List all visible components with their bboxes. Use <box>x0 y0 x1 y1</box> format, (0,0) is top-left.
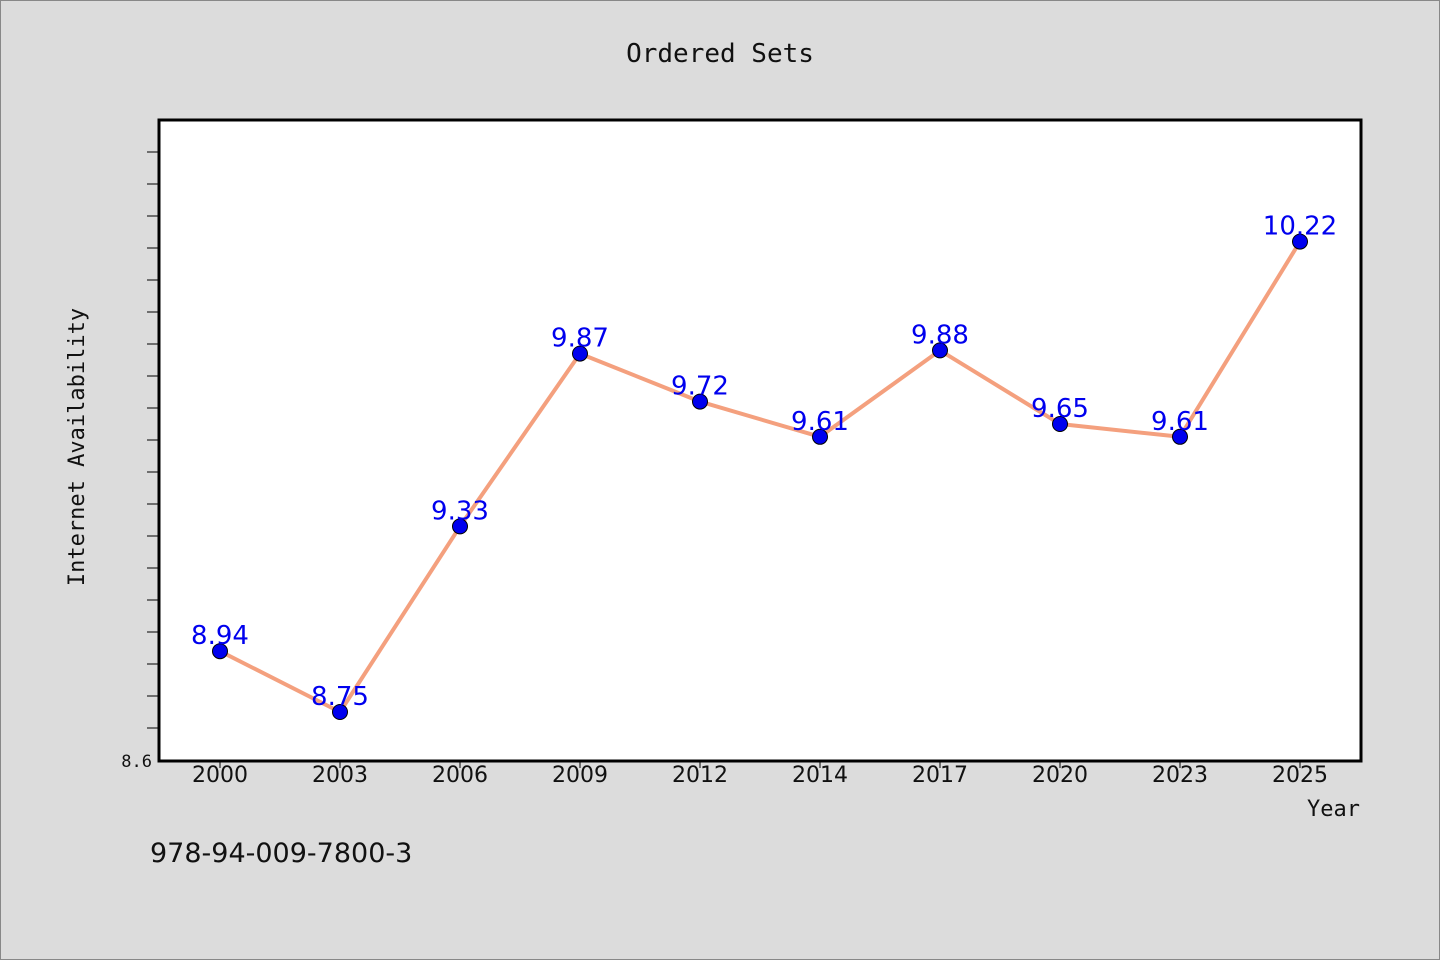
x-axis-ticks: 2000 2003 2006 2009 2012 2014 2017 2020 2023 2025 <box>192 761 1328 788</box>
plot-area <box>157 118 1363 763</box>
x-tick-label: 2012 <box>672 763 728 788</box>
x-tick-label: 2014 <box>792 763 848 788</box>
data-point-marker <box>1172 428 1188 445</box>
data-label: 9.61 <box>1151 407 1209 437</box>
data-point-marker <box>932 342 948 359</box>
x-axis-label: Year <box>1307 797 1360 822</box>
y-axis-ticks <box>147 151 159 729</box>
data-label: 8.94 <box>191 621 249 651</box>
data-label: 10.22 <box>1263 212 1337 242</box>
data-label: 9.72 <box>671 372 729 402</box>
x-tick-label: 2017 <box>912 763 968 788</box>
data-point-marker <box>812 428 828 445</box>
x-tick-label: 2006 <box>432 763 488 788</box>
x-tick-label: 2023 <box>1152 763 1208 788</box>
data-label: 9.65 <box>1031 394 1089 424</box>
data-point-marker <box>332 704 348 720</box>
data-point-marker <box>1052 416 1068 432</box>
data-point-marker <box>572 345 588 362</box>
x-tick-label: 2009 <box>552 763 608 788</box>
isbn-text: 978-94-009-7800-3 <box>150 838 412 869</box>
y-tick-label: 8.6 <box>121 752 152 772</box>
data-label: 9.33 <box>431 496 489 526</box>
y-axis-label: Internet Availability <box>65 308 90 586</box>
data-label: 9.87 <box>551 324 609 354</box>
chart-title: Ordered Sets <box>626 39 814 69</box>
data-point-marker <box>1292 233 1308 250</box>
series-line-group: 8.94 8.75 9.33 9.87 9.72 9.61 9.88 9.65 9.61 10.2… <box>191 212 1337 720</box>
x-tick-label: 2025 <box>1272 763 1328 788</box>
x-tick-label: 2000 <box>192 763 248 788</box>
series-line <box>219 240 1302 714</box>
data-label: 9.88 <box>911 320 969 350</box>
x-tick-label: 2003 <box>312 763 368 788</box>
data-point-marker <box>452 518 468 535</box>
data-label: 9.61 <box>791 407 849 437</box>
data-point-marker <box>692 393 708 410</box>
data-label: 8.75 <box>311 682 369 712</box>
data-point-marker <box>212 643 228 660</box>
x-tick-label: 2020 <box>1032 763 1088 788</box>
